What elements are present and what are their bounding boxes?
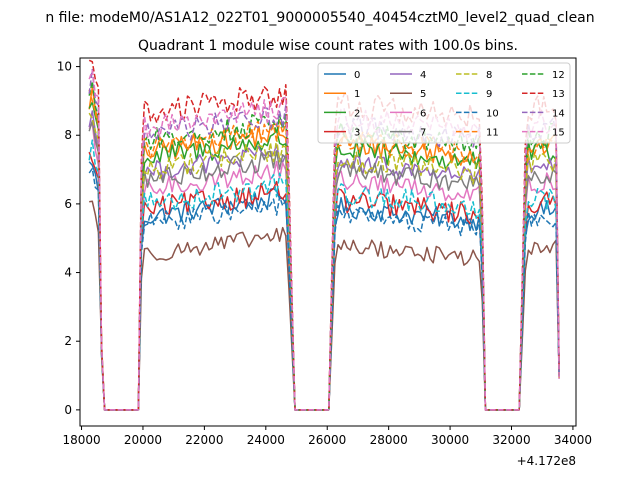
x-tick-label: 26000 — [308, 433, 346, 447]
legend-label-15: 15 — [552, 128, 565, 139]
legend-label-14: 14 — [552, 108, 565, 119]
legend-label-1: 1 — [354, 89, 360, 100]
x-tick-label: 20000 — [124, 433, 162, 447]
legend-label-9: 9 — [486, 89, 492, 100]
legend-box — [317, 62, 571, 144]
legend-label-12: 12 — [552, 70, 565, 81]
series-line-0 — [88, 161, 560, 411]
series-line-5 — [89, 200, 560, 411]
legend-label-6: 6 — [420, 108, 426, 119]
legend-label-10: 10 — [486, 108, 499, 119]
axes-frame — [79, 57, 577, 427]
series-line-9 — [88, 139, 560, 411]
legend-label-4: 4 — [420, 70, 426, 81]
y-tick-label: 0 — [64, 403, 72, 417]
y-tick-label: 8 — [64, 128, 72, 142]
series-line-6 — [88, 122, 560, 411]
chart-title: Quadrant 1 module wise count rates with … — [138, 38, 518, 54]
legend-label-2: 2 — [354, 108, 360, 119]
legend-label-5: 5 — [420, 89, 426, 100]
x-tick-label: 18000 — [62, 433, 100, 447]
series-line-3 — [88, 151, 560, 411]
x-tick-label: 22000 — [185, 433, 223, 447]
legend-label-11: 11 — [486, 128, 499, 139]
series-line-4 — [88, 110, 560, 411]
x-offset-label: +4.172e8 — [517, 454, 576, 468]
x-tick-label: 32000 — [492, 433, 530, 447]
y-tick-label: 6 — [64, 197, 72, 211]
x-tick-label: 24000 — [247, 433, 285, 447]
legend-label-8: 8 — [486, 70, 492, 81]
series-line-2 — [88, 101, 560, 411]
series-line-8 — [88, 112, 560, 411]
y-tick-label: 4 — [64, 266, 72, 280]
legend-label-13: 13 — [552, 89, 565, 100]
y-tick-label: 10 — [57, 60, 72, 74]
chart-suptitle: n file: modeM0/AS1A12_022T01_9000005540_… — [45, 10, 594, 26]
x-tick-label: 28000 — [370, 433, 408, 447]
y-tick-label: 2 — [64, 334, 72, 348]
x-tick-label: 34000 — [554, 433, 592, 447]
legend-label-3: 3 — [354, 128, 360, 139]
legend-label-7: 7 — [420, 128, 426, 139]
legend-label-0: 0 — [354, 70, 360, 81]
x-tick-label: 30000 — [431, 433, 469, 447]
y-axis: 0 2 4 6 8 10 — [57, 60, 80, 417]
x-axis: 18000 20000 22000 24000 26000 28000 30000 32000… — [62, 426, 592, 447]
